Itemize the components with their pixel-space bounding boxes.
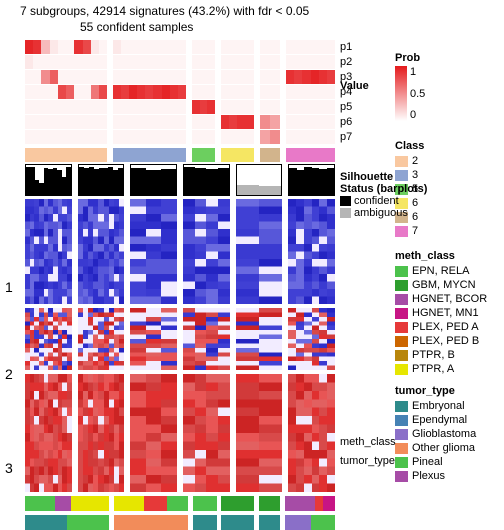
prob-track-p1 <box>25 40 335 54</box>
class-track <box>25 148 335 162</box>
prob-track-p7 <box>25 130 335 144</box>
legend-item: Ependymal <box>395 413 476 427</box>
row-block-label: 3 <box>5 460 13 476</box>
legend-item: HGNET, BCOR <box>395 292 487 306</box>
legend-item: 3 <box>395 168 424 182</box>
prob-label: p7 <box>340 130 352 144</box>
legend-item: Pineal <box>395 455 476 469</box>
prob-track-p5 <box>25 100 335 114</box>
main-panel <box>25 40 335 470</box>
prob-track-p3 <box>25 70 335 84</box>
prob-label: p6 <box>340 115 352 129</box>
legend-meth: meth_class EPN, RELAGBM, MYCNHGNET, BCOR… <box>395 250 487 376</box>
legend-item: GBM, MYCN <box>395 278 487 292</box>
legend-item: PLEX, PED A <box>395 320 487 334</box>
meth-label: meth_class <box>340 436 396 448</box>
prob-track-p6 <box>25 115 335 129</box>
legend-item: PTPR, B <box>395 348 487 362</box>
legend-item: HGNET, MN1 <box>395 306 487 320</box>
plot-subtitle: 55 confident samples <box>80 20 193 34</box>
silhouette-track <box>25 164 335 194</box>
legend-item: Glioblastoma <box>395 427 476 441</box>
row-block-label: 1 <box>5 279 13 295</box>
legend-item: Other glioma <box>395 441 476 455</box>
legend-item: PTPR, A <box>395 362 487 376</box>
legend-item: Embryonal <box>395 399 476 413</box>
prob-track-p2 <box>25 55 335 69</box>
prob-track-p4 <box>25 85 335 99</box>
legend-prob: Prob 1 0.5 0 <box>395 52 425 121</box>
prob-label: p1 <box>340 40 352 54</box>
prob-label: p5 <box>340 100 352 114</box>
legend-item: 2 <box>395 154 424 168</box>
tumor-label: tumor_type <box>340 455 395 467</box>
prob-label: p2 <box>340 55 352 69</box>
heatmap-block-3 <box>25 374 335 492</box>
legend-item: 7 <box>395 224 424 238</box>
tumor-track <box>25 515 335 530</box>
heatmap-block-1 <box>25 199 335 304</box>
legend-tumor: tumor_type EmbryonalEpendymalGlioblastom… <box>395 385 476 483</box>
heatmap-block-2 <box>25 308 335 370</box>
legend-item: EPN, RELA <box>395 264 487 278</box>
row-block-label: 2 <box>5 366 13 382</box>
legend-item: Plexus <box>395 469 476 483</box>
plot-title: 7 subgroups, 42914 signatures (43.2%) wi… <box>20 4 309 18</box>
legend-item: PLEX, PED B <box>395 334 487 348</box>
